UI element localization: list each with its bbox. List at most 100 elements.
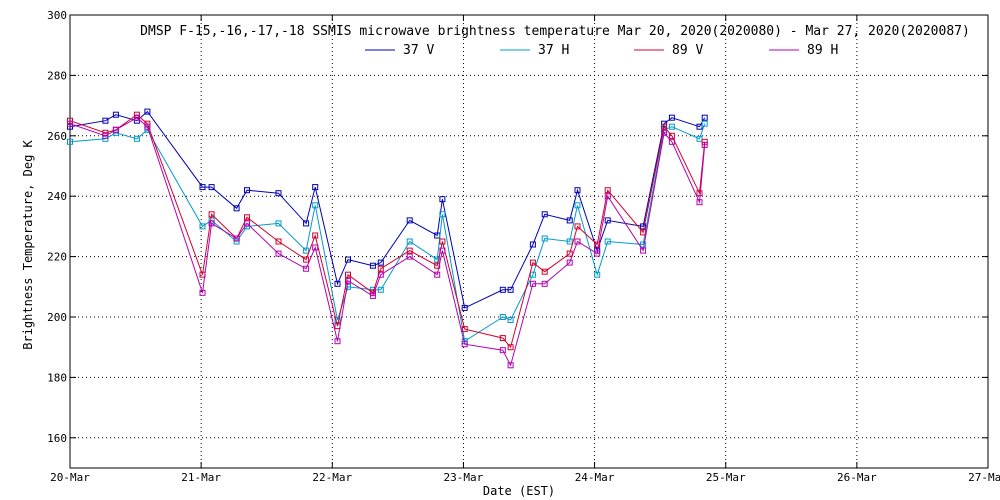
data-point-89-h (377, 271, 384, 278)
data-point-37-h (439, 211, 446, 218)
data-point-89-v (461, 326, 468, 333)
x-tick-label: 26-Mar (837, 471, 877, 484)
data-point-37-v (499, 286, 506, 293)
data-point-89-v (661, 123, 668, 130)
data-point-37-v (112, 111, 119, 118)
data-point-37-h (668, 123, 675, 130)
data-point-37-v (574, 187, 581, 194)
data-point-89-h (275, 250, 282, 257)
data-point-89-v (668, 132, 675, 139)
data-point-89-v (377, 265, 384, 272)
data-point-89-h (529, 280, 536, 287)
data-point-89-h (434, 271, 441, 278)
data-point-89-v (604, 187, 611, 194)
legend: 37 V 37 H 89 V 89 H (365, 43, 838, 58)
data-point-89-v (244, 214, 250, 221)
y-tick-label: 220 (47, 251, 67, 264)
data-point-37-h (434, 256, 441, 263)
x-tick-label: 20-Mar (50, 471, 90, 484)
data-point-37-v (233, 205, 240, 212)
y-tick-label: 160 (47, 432, 67, 445)
data-point-37-h (406, 238, 413, 245)
data-point-37-v (507, 286, 514, 293)
series-89-v (67, 111, 708, 351)
ticks: 20-Mar 21-Mar 22-Mar 23-Mar 24-Mar 25-Mar 26-M… (47, 9, 1000, 484)
x-axis-label: Date (EST) (483, 484, 555, 498)
data-point-37-v (529, 241, 536, 248)
data-point-37-v (640, 223, 647, 230)
data-point-37-v (701, 114, 708, 121)
data-point-37-h (275, 220, 282, 227)
data-point-89-h (507, 362, 514, 369)
data-point-89-h (696, 199, 703, 206)
data-point-37-v (668, 114, 675, 121)
data-point-89-h (67, 120, 73, 127)
data-point-89-v (566, 250, 573, 257)
data-point-37-v (334, 280, 341, 287)
data-point-89-h (640, 247, 647, 254)
data-point-89-h (406, 253, 413, 260)
data-point-37-h (507, 317, 514, 323)
data-point-37-h (594, 271, 601, 278)
data-point-89-h (312, 244, 319, 251)
data-point-89-h (133, 114, 140, 121)
data-point-89-h (701, 141, 708, 148)
data-point-37-h (334, 317, 341, 323)
x-tick-label: 21-Mar (181, 471, 221, 484)
data-point-89-v (275, 238, 282, 245)
data-point-37-h (640, 241, 647, 248)
data-point-89-v (345, 271, 351, 278)
data-point-89-v (574, 223, 581, 230)
data-point-89-h (102, 132, 109, 139)
data-point-89-h (594, 250, 601, 257)
data-point-37-h (529, 271, 536, 278)
data-point-89-h (112, 126, 119, 133)
data-point-37-h (701, 120, 708, 127)
y-tick-label: 240 (47, 190, 67, 203)
data-point-89-v (529, 259, 536, 266)
data-point-37-v (208, 184, 215, 191)
legend-label: 37 H (538, 43, 569, 58)
legend-label: 89 V (672, 43, 703, 58)
y-tick-label: 300 (47, 9, 67, 22)
data-point-37-v (275, 190, 282, 197)
data-point-89-h (303, 265, 310, 272)
data-point-89-v (406, 247, 413, 254)
y-tick-label: 280 (47, 69, 67, 82)
data-point-37-v (604, 217, 611, 224)
chart-title: DMSP F-15,-16,-17,-18 SSMIS microwave br… (140, 24, 970, 39)
x-tick-label: 25-Mar (706, 471, 746, 484)
data-point-37-v (369, 262, 376, 269)
x-tick-label: 27-Mar (968, 471, 1000, 484)
data-point-89-v (594, 241, 601, 248)
data-point-89-v (541, 268, 548, 275)
data-point-89-v (312, 232, 319, 239)
data-point-89-h (439, 247, 446, 254)
series-line-89-v (69, 114, 706, 349)
data-point-37-v (303, 220, 310, 227)
data-point-37-h (541, 235, 548, 242)
data-point-37-h (312, 202, 319, 209)
data-point-89-h (604, 193, 611, 200)
data-point-89-h (369, 292, 376, 299)
data-point-89-v (696, 190, 703, 197)
data-point-89-h (345, 277, 351, 284)
data-point-89-h (461, 341, 468, 348)
data-point-89-h (541, 280, 548, 287)
data-point-37-h (303, 247, 310, 254)
data-point-89-v (499, 335, 506, 342)
data-point-37-v (312, 184, 319, 191)
data-point-37-v (144, 108, 151, 115)
data-point-89-v (434, 262, 441, 269)
data-point-37-v (439, 196, 446, 203)
data-point-37-h (604, 238, 611, 245)
data-point-89-h (566, 259, 573, 266)
legend-label: 37 V (403, 43, 434, 58)
series-group (67, 108, 708, 369)
data-point-37-h (67, 138, 73, 145)
series-line-89-h (69, 117, 706, 367)
data-point-37-v (199, 184, 206, 191)
data-point-89-v (303, 256, 310, 263)
series-line-37-v (69, 110, 706, 309)
